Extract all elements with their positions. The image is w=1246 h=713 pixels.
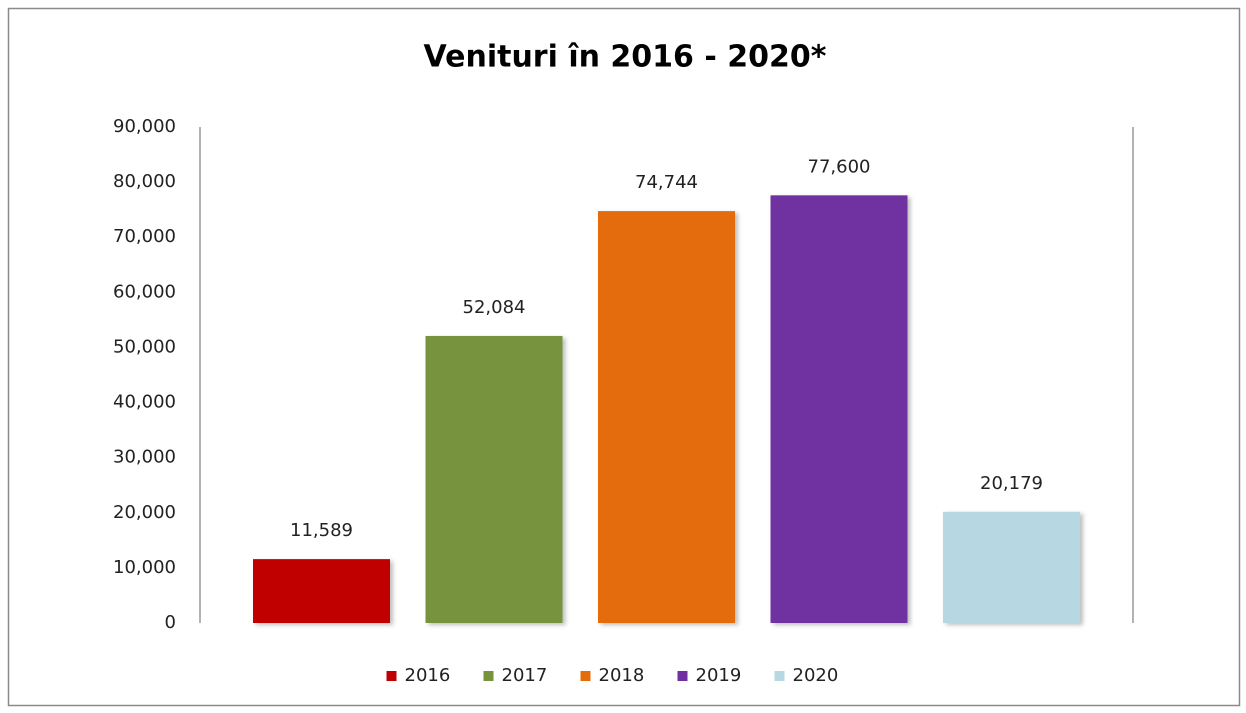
- legend-label: 2016: [405, 665, 451, 686]
- y-tick-label: 90,000: [113, 116, 176, 137]
- bar: [425, 335, 563, 623]
- legend-label: 2019: [696, 665, 742, 686]
- legend-label: 2018: [599, 665, 645, 686]
- legend-label: 2020: [793, 665, 839, 686]
- legend-label: 2017: [502, 665, 548, 686]
- data-label: 11,589: [290, 520, 353, 541]
- chart-title: Venituri în 2016 - 2020*: [424, 40, 827, 75]
- bar: [598, 211, 735, 623]
- legend-swatch: [580, 671, 591, 681]
- y-tick-label: 70,000: [113, 226, 176, 247]
- y-tick-label: 50,000: [113, 336, 176, 357]
- bar: [770, 195, 908, 624]
- y-tick-label: 80,000: [113, 171, 176, 192]
- y-tick-label: 60,000: [113, 281, 176, 302]
- bar: [943, 511, 1080, 623]
- data-label: 74,744: [635, 172, 698, 193]
- bar: [253, 559, 390, 623]
- legend-swatch: [386, 671, 397, 681]
- y-tick-label: 30,000: [113, 447, 176, 468]
- data-label: 20,179: [980, 473, 1043, 494]
- legend-swatch: [677, 671, 688, 681]
- y-tick-label: 20,000: [113, 502, 176, 523]
- legend-swatch: [483, 671, 494, 681]
- data-label: 52,084: [463, 297, 526, 318]
- legend-swatch: [774, 671, 785, 681]
- y-tick-label: 0: [165, 612, 176, 633]
- y-tick-label: 10,000: [113, 557, 176, 578]
- y-tick-label: 40,000: [113, 392, 176, 413]
- data-label: 77,600: [808, 156, 871, 177]
